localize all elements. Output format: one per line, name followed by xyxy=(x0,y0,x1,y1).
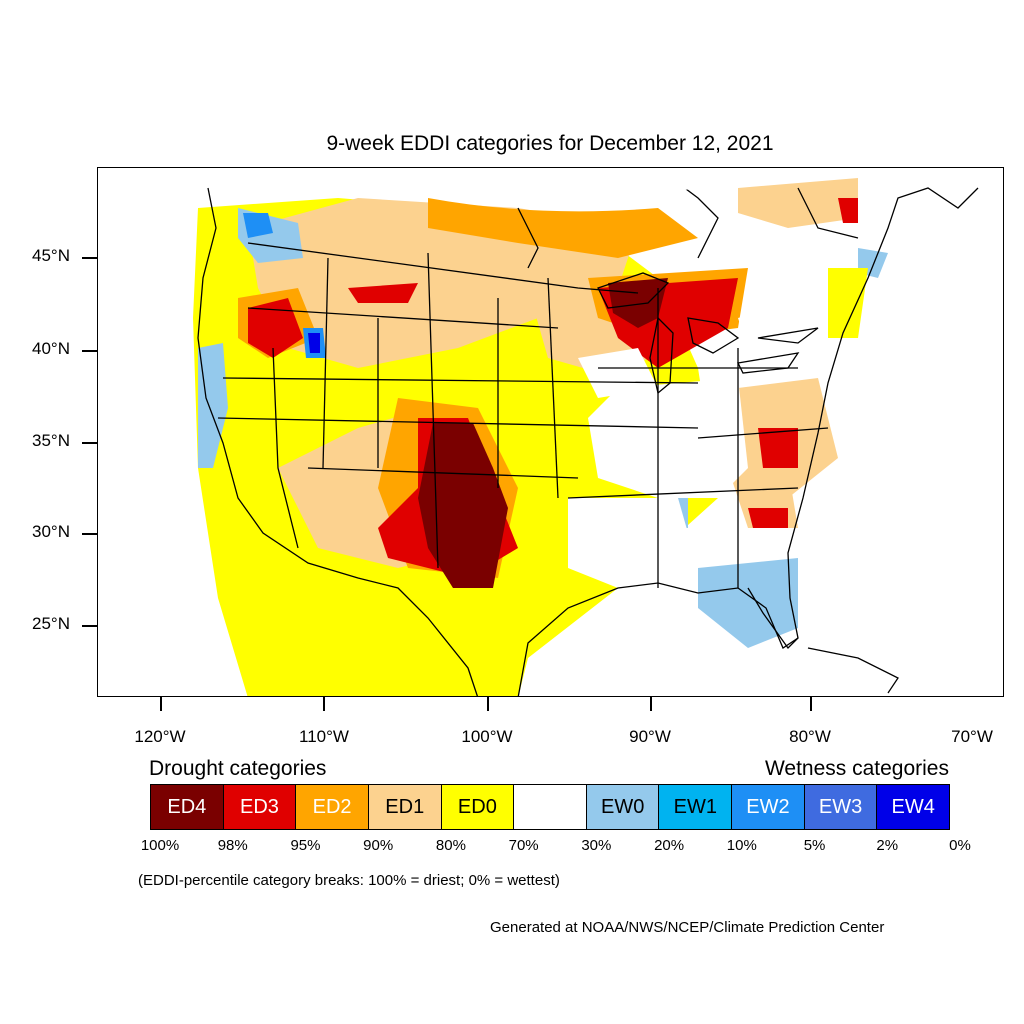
lon-tick-mark xyxy=(650,697,652,711)
lat-tick-mark xyxy=(82,533,97,535)
lon-tick-mark xyxy=(160,697,162,711)
lon-tick-label: 100°W xyxy=(461,727,513,746)
lat-tick-label: 35°N xyxy=(32,431,70,450)
percentile-break-label: 30% xyxy=(581,837,612,854)
lat-tick-mark xyxy=(82,442,97,444)
map-title: 9-week EDDI categories for December 12, … xyxy=(326,132,774,155)
legend-swatch-ew2: EW2 xyxy=(732,785,805,829)
percentile-break-label: 80% xyxy=(435,837,466,854)
lon-tick-mark xyxy=(810,697,812,711)
lon-tick-label: 70°W xyxy=(951,727,993,746)
lat-tick-label: 25°N xyxy=(32,614,70,633)
legend-swatch-ed2: ED2 xyxy=(296,785,369,829)
legend-swatch-ew0: EW0 xyxy=(586,785,660,829)
percentile-break-label: 0% xyxy=(949,837,971,854)
percentile-break-label: 5% xyxy=(803,837,826,854)
lon-tick-label: 80°W xyxy=(789,727,831,746)
percentile-break-label: 100% xyxy=(140,837,180,854)
percentile-break-label: 90% xyxy=(363,837,394,854)
percentile-break-label: 98% xyxy=(217,837,248,854)
category-note: (EDDI-percentile category breaks: 100% =… xyxy=(138,872,560,889)
eddi-map xyxy=(97,167,1004,697)
lon-tick-mark xyxy=(323,697,325,711)
legend-swatch-ew3: EW3 xyxy=(804,785,878,829)
boundaries xyxy=(197,168,979,696)
lat-tick-mark xyxy=(82,257,97,259)
drought-heading: Drought categories xyxy=(149,757,327,780)
lon-tick-label: 120°W xyxy=(134,727,186,746)
lat-tick-mark xyxy=(82,350,97,352)
wetness-heading: Wetness categories xyxy=(764,757,949,780)
legend-swatch-ed0: ED0 xyxy=(441,785,515,829)
legend-swatch-ed4: ED4 xyxy=(151,785,224,829)
percentile-break-label: 95% xyxy=(290,837,321,854)
legend-swatch-ed1: ED1 xyxy=(368,785,442,829)
credit-line: Generated at NOAA/NWS/NCEP/Climate Predi… xyxy=(490,919,885,936)
lon-tick-label: 90°W xyxy=(629,727,671,746)
legend-swatch-ew4: EW4 xyxy=(877,785,950,829)
legend-swatch-ew1: EW1 xyxy=(659,785,733,829)
lat-tick-label: 45°N xyxy=(32,246,70,265)
legend-swatch-ed3: ED3 xyxy=(223,785,297,829)
category-legend: ED4 ED3 ED2 ED1 ED0 EW0 EW1 EW2 EW3 EW4 xyxy=(150,784,950,830)
eddi-fields xyxy=(193,178,888,696)
percentile-break-label: 70% xyxy=(508,837,539,854)
lat-tick-mark xyxy=(82,625,97,627)
lon-tick-label: 110°W xyxy=(299,727,349,746)
percentile-break-label: 20% xyxy=(654,837,685,854)
percentile-break-label: 2% xyxy=(876,837,899,854)
legend-swatch-neutral xyxy=(514,785,587,829)
percentile-break-label: 10% xyxy=(726,837,757,854)
lon-tick-mark xyxy=(487,697,489,711)
lat-tick-label: 40°N xyxy=(32,339,70,358)
lat-tick-label: 30°N xyxy=(32,522,70,541)
